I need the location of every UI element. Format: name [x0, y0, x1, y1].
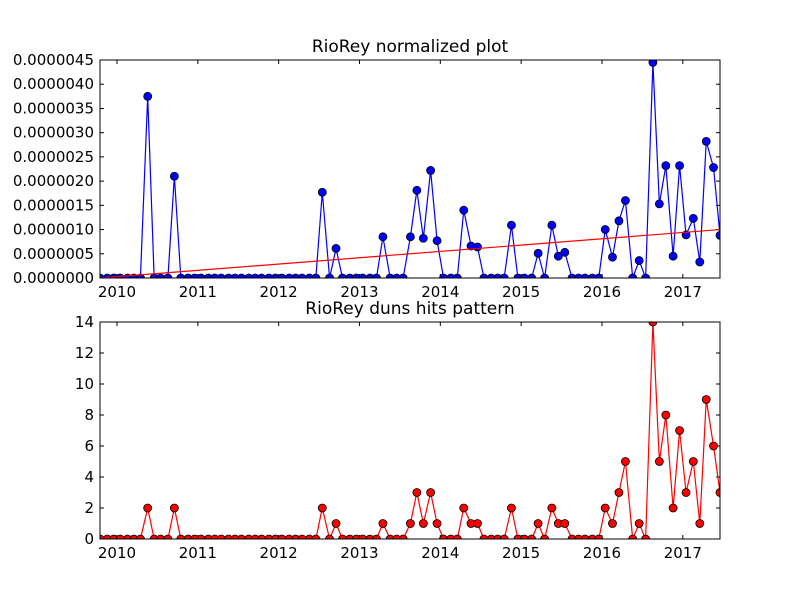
data-point — [318, 188, 326, 196]
chart-title: RioRey duns hits pattern — [305, 299, 514, 319]
x-tick-label: 2016 — [583, 283, 621, 301]
y-tick-label: 6 — [84, 437, 94, 455]
data-point — [379, 520, 387, 528]
data-point — [676, 427, 684, 435]
y-tick-label: 0.0000010 — [13, 221, 94, 239]
data-point — [413, 489, 421, 497]
x-tick-label: 2012 — [260, 283, 298, 301]
data-point — [689, 458, 697, 466]
data-point — [682, 489, 690, 497]
data-point — [419, 520, 427, 528]
data-point — [676, 162, 684, 170]
x-tick-label: 2010 — [98, 544, 136, 562]
data-point — [548, 504, 556, 512]
data-point — [507, 221, 515, 229]
data-point — [144, 92, 152, 100]
y-tick-label: 10 — [75, 375, 94, 393]
x-tick-label: 2016 — [583, 544, 621, 562]
data-point — [473, 520, 481, 528]
data-point — [406, 233, 414, 241]
y-tick-label: 0.0000000 — [13, 269, 94, 287]
x-tick-label: 2015 — [502, 544, 540, 562]
chart-title: RioRey normalized plot — [312, 37, 509, 57]
x-tick-label: 2017 — [664, 283, 702, 301]
data-point — [702, 396, 710, 404]
data-point — [608, 253, 616, 261]
x-tick-label: 2011 — [179, 283, 217, 301]
y-tick-label: 0.0000045 — [13, 51, 94, 69]
data-point — [332, 520, 340, 528]
data-point — [427, 489, 435, 497]
y-tick-label: 14 — [75, 313, 94, 331]
data-point — [433, 237, 441, 245]
data-point — [655, 200, 663, 208]
y-tick-label: 0.0000030 — [13, 124, 94, 142]
y-tick-label: 12 — [75, 344, 94, 362]
x-tick-label: 2013 — [340, 544, 378, 562]
data-point — [561, 248, 569, 256]
x-tick-label: 2017 — [664, 544, 702, 562]
data-point — [406, 520, 414, 528]
data-point — [669, 504, 677, 512]
y-tick-label: 8 — [84, 406, 94, 424]
data-point — [669, 252, 677, 260]
data-point — [702, 137, 710, 145]
x-tick-label: 2012 — [260, 544, 298, 562]
y-tick-label: 0.0000035 — [13, 99, 94, 117]
data-point — [561, 520, 569, 528]
data-point — [534, 520, 542, 528]
data-point — [696, 258, 704, 266]
data-point — [601, 226, 609, 234]
data-point — [615, 217, 623, 225]
data-point — [332, 244, 340, 252]
data-point — [460, 206, 468, 214]
data-point — [615, 489, 623, 497]
data-point — [662, 162, 670, 170]
y-tick-label: 0.0000040 — [13, 75, 94, 93]
data-point — [548, 221, 556, 229]
data-point — [635, 257, 643, 265]
data-point — [655, 458, 663, 466]
data-point — [601, 504, 609, 512]
data-point — [710, 442, 718, 450]
y-tick-label: 0.0000015 — [13, 196, 94, 214]
data-point — [696, 520, 704, 528]
data-point — [170, 504, 178, 512]
data-point — [507, 504, 515, 512]
data-point — [635, 520, 643, 528]
data-point — [170, 172, 178, 180]
data-point — [621, 196, 629, 204]
data-point — [144, 504, 152, 512]
data-point — [379, 233, 387, 241]
y-tick-label: 4 — [84, 468, 94, 486]
x-tick-label: 2011 — [179, 544, 217, 562]
y-tick-label: 0.0000020 — [13, 172, 94, 190]
data-point — [318, 504, 326, 512]
data-point — [689, 214, 697, 222]
y-tick-label: 0.0000025 — [13, 148, 94, 166]
data-point — [608, 520, 616, 528]
data-point — [427, 166, 435, 174]
data-point — [413, 186, 421, 194]
data-point — [460, 504, 468, 512]
x-tick-label: 2014 — [421, 544, 459, 562]
y-tick-label: 0.0000005 — [13, 245, 94, 263]
data-point — [534, 249, 542, 257]
y-tick-label: 0 — [84, 530, 94, 548]
x-tick-label: 2010 — [98, 283, 136, 301]
y-tick-label: 2 — [84, 499, 94, 517]
data-point — [419, 234, 427, 242]
data-point — [621, 458, 629, 466]
data-point — [710, 164, 718, 172]
data-point — [662, 411, 670, 419]
data-point — [433, 520, 441, 528]
data-point — [473, 243, 481, 251]
